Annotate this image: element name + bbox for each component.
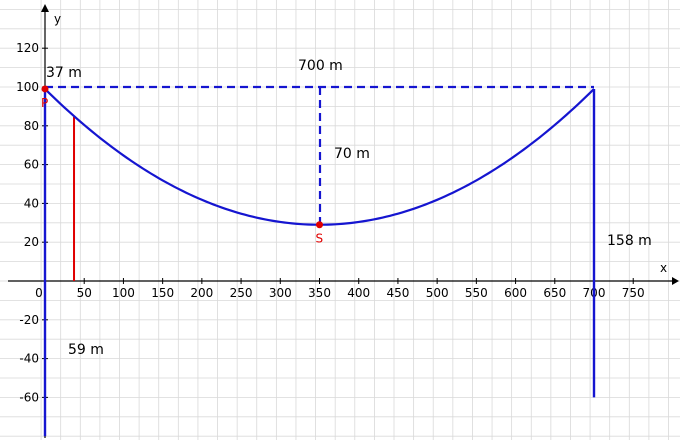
- x-tick-label: 500: [426, 286, 449, 300]
- y-tick-label: 100: [16, 80, 39, 94]
- y-tick-label: 120: [16, 41, 39, 55]
- x-tick-label: 0: [35, 286, 43, 300]
- y-tick-label: 60: [24, 158, 39, 172]
- x-tick-labels: 0 50 100 150 200 250 300 350 400 450 500 550 600 650 7…: [35, 278, 645, 300]
- point-p: [41, 85, 49, 93]
- x-tick-label: 550: [465, 286, 488, 300]
- x-tick-label: 250: [230, 286, 253, 300]
- x-tick-label: 600: [504, 286, 527, 300]
- x-tick-label: 50: [77, 286, 92, 300]
- right-height-label: 158 m: [607, 233, 652, 249]
- x-axis-arrow: [672, 277, 679, 285]
- point-label-p: P: [41, 96, 48, 110]
- y-axis-label: y: [54, 12, 61, 26]
- axes: x y: [8, 4, 679, 438]
- span-label: 700 m: [298, 58, 343, 74]
- y-tick-label: -60: [19, 390, 39, 404]
- x-tick-label: 750: [622, 286, 645, 300]
- y-tick-labels: 120 100 80 60 40 20 -20 -40 -60: [16, 41, 48, 404]
- towers: [43, 88, 596, 437]
- x-tick-label: 650: [543, 286, 566, 300]
- x-tick-label: 400: [347, 286, 370, 300]
- x-tick-label: 450: [386, 286, 409, 300]
- point-s: [316, 221, 323, 229]
- y-tick-label: 20: [24, 235, 39, 249]
- y-tick-label: -20: [19, 313, 39, 327]
- x-tick-label: 150: [151, 286, 174, 300]
- y-tick-label: -40: [19, 352, 39, 366]
- x-tick-label: 200: [190, 286, 213, 300]
- left-depth-label: 59 m: [68, 342, 104, 358]
- x-axis-label: x: [660, 261, 667, 275]
- dimension-lines: [45, 85, 594, 223]
- y-axis-arrow: [41, 4, 49, 12]
- sag-label: 70 m: [334, 146, 370, 162]
- x-tick-label: 300: [269, 286, 292, 300]
- offset-label: 37 m: [46, 65, 82, 81]
- points: PS: [41, 85, 324, 246]
- x-tick-label: 350: [308, 286, 331, 300]
- y-tick-label: 40: [24, 196, 39, 210]
- point-label-s: S: [316, 232, 324, 246]
- x-tick-label: 100: [112, 286, 135, 300]
- y-tick-label: 80: [24, 119, 39, 133]
